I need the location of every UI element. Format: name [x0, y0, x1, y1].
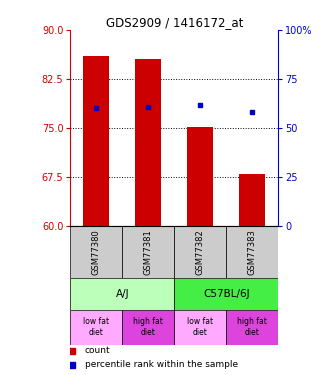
Text: count: count — [85, 346, 111, 355]
Text: percentile rank within the sample: percentile rank within the sample — [85, 360, 238, 369]
Text: C57BL/6J: C57BL/6J — [203, 289, 250, 299]
Title: GDS2909 / 1416172_at: GDS2909 / 1416172_at — [106, 16, 243, 29]
Bar — [227, 310, 278, 345]
Bar — [135, 59, 161, 226]
Bar — [70, 278, 174, 310]
Text: high fat
diet: high fat diet — [133, 318, 163, 337]
Bar — [70, 226, 123, 278]
Text: A/J: A/J — [116, 289, 129, 299]
Bar — [174, 278, 278, 310]
Bar — [174, 226, 227, 278]
Bar — [84, 56, 109, 226]
Bar — [227, 226, 278, 278]
Text: GSM77382: GSM77382 — [196, 229, 205, 275]
Bar — [123, 310, 174, 345]
Text: GSM77383: GSM77383 — [248, 229, 257, 275]
Bar — [174, 310, 227, 345]
Text: high fat
diet: high fat diet — [237, 318, 267, 337]
Bar — [123, 226, 174, 278]
Text: low fat
diet: low fat diet — [187, 318, 213, 337]
Bar — [239, 174, 265, 226]
Bar — [188, 127, 213, 226]
Text: GSM77380: GSM77380 — [92, 229, 101, 275]
Bar — [70, 310, 123, 345]
Text: low fat
diet: low fat diet — [83, 318, 109, 337]
Text: GSM77381: GSM77381 — [144, 229, 153, 275]
